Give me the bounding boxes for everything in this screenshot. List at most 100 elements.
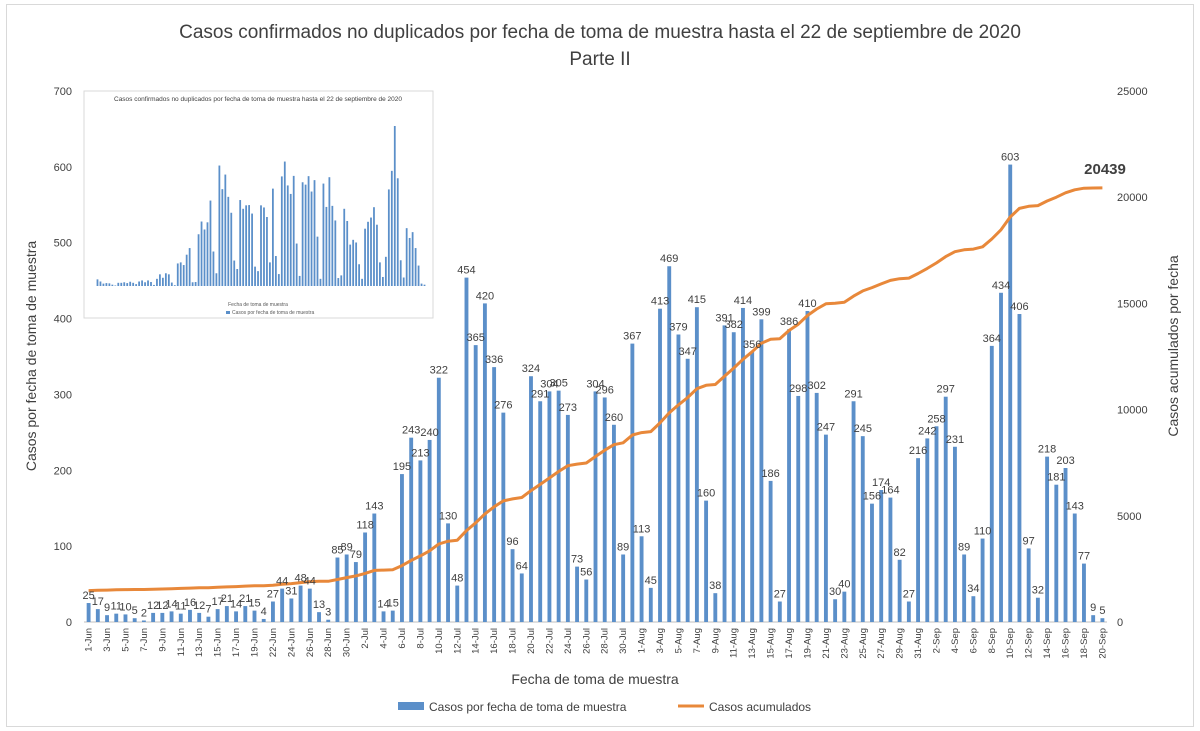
bar-data-label: 181 [1047, 472, 1065, 484]
bar-data-label: 367 [623, 331, 641, 343]
bar-data-label: 258 [927, 413, 945, 425]
inset-bar [343, 208, 346, 286]
y2-tick-label: 25000 [1117, 86, 1148, 98]
bar-data-label: 231 [946, 434, 964, 446]
bar-data-label: 14 [377, 598, 389, 610]
y2-tick-label: 15000 [1117, 298, 1148, 310]
bar [243, 606, 248, 622]
bar-data-label: 17 [212, 596, 224, 608]
inset-bar [334, 220, 337, 286]
bar [1054, 484, 1059, 622]
inset-bar [405, 228, 408, 286]
bar [326, 619, 331, 622]
x-tick-label: 15-Aug [766, 628, 777, 659]
bar-data-label: 347 [678, 346, 696, 358]
bar [317, 612, 321, 622]
bar-data-label: 216 [909, 445, 927, 457]
bar [639, 536, 644, 622]
inset-bar [277, 274, 280, 286]
x-tick-label: 1-Jun [84, 628, 95, 652]
bar [879, 490, 884, 622]
inset-bar [203, 229, 206, 286]
inset-bar [393, 126, 396, 286]
inset-legend-swatch [226, 311, 230, 314]
x-tick-label: 29-Aug [895, 628, 906, 659]
bar [86, 603, 91, 622]
bar [169, 611, 174, 622]
bar [731, 332, 736, 622]
bar [602, 397, 607, 622]
y2-tick-label: 20000 [1117, 192, 1148, 204]
inset-bar [179, 262, 182, 286]
bar-data-label: 85 [331, 545, 343, 557]
x-tick-label: 24-Jun [286, 628, 297, 657]
x-tick-label: 30-Jun [342, 628, 353, 657]
inset-bar [215, 273, 218, 286]
inset-bar [298, 275, 301, 286]
bar-data-label: 379 [669, 322, 687, 334]
bar-data-label: 386 [780, 316, 798, 328]
bar [307, 588, 312, 622]
bar [565, 414, 570, 622]
inset-bar [387, 189, 390, 286]
inset-bar [280, 176, 283, 286]
bar [381, 611, 386, 622]
y-tick-label: 500 [54, 238, 72, 250]
bar [289, 598, 294, 622]
inset-bar [390, 170, 393, 286]
bar-data-label: 56 [580, 567, 592, 579]
bar [989, 345, 994, 622]
x-tick-label: 9-Aug [710, 628, 721, 653]
x-tick-label: 28-Jun [323, 628, 334, 657]
bar [980, 538, 985, 622]
inset-bar [373, 207, 375, 286]
inset-bar [331, 205, 334, 286]
bar-data-label: 143 [1066, 501, 1084, 513]
bar-data-label: 13 [313, 599, 325, 611]
bar [473, 345, 478, 622]
inset-bar [379, 262, 381, 286]
inset-bar [182, 265, 185, 286]
inset-bar [242, 208, 245, 286]
bar-data-label: 415 [688, 294, 706, 306]
chart-title: Casos confirmados no duplicados por fech… [179, 22, 1021, 43]
bar-data-label: 14 [165, 598, 177, 610]
inset-bar [337, 278, 340, 286]
bar [648, 587, 653, 622]
bar-data-label: 336 [485, 354, 503, 366]
bar-data-label: 4 [261, 606, 267, 618]
inset-bar [269, 262, 271, 286]
bar-data-label: 21 [239, 593, 251, 605]
inset-bar [319, 278, 322, 286]
bar [224, 606, 229, 622]
inset-bar [370, 217, 372, 286]
inset-bar [307, 176, 310, 286]
chart-frame [6, 4, 1194, 727]
inset-bar [257, 271, 259, 286]
inset-bar [402, 277, 405, 286]
inset-bar [227, 196, 230, 286]
bar [114, 613, 119, 622]
bar-data-label: 64 [516, 560, 528, 572]
bar-data-label: 247 [817, 422, 835, 434]
bar-data-label: 89 [341, 541, 353, 553]
bar-data-label: 414 [734, 295, 752, 307]
x-tick-label: 11-Jun [176, 628, 187, 656]
x-tick-label: 19-Aug [803, 628, 814, 659]
x-tick-label: 14-Sep [1042, 628, 1053, 659]
inset-bar [197, 234, 200, 286]
bar-data-label: 276 [494, 400, 512, 412]
legend-label-bars: Casos por fecha de toma de muestra [429, 700, 627, 714]
x-tick-label: 13-Aug [747, 628, 758, 659]
bar [298, 585, 303, 622]
inset-bar [230, 212, 233, 286]
bar [261, 618, 266, 622]
bar-data-label: 31 [285, 585, 297, 597]
x-tick-label: 2-Sep [932, 628, 943, 653]
inset-bar [117, 282, 120, 286]
bar-data-label: 364 [983, 333, 1001, 345]
line-layer [88, 186, 1103, 593]
bar [823, 434, 828, 622]
inset-bar [236, 269, 239, 286]
x-tick-label: 13-Jun [194, 628, 205, 657]
